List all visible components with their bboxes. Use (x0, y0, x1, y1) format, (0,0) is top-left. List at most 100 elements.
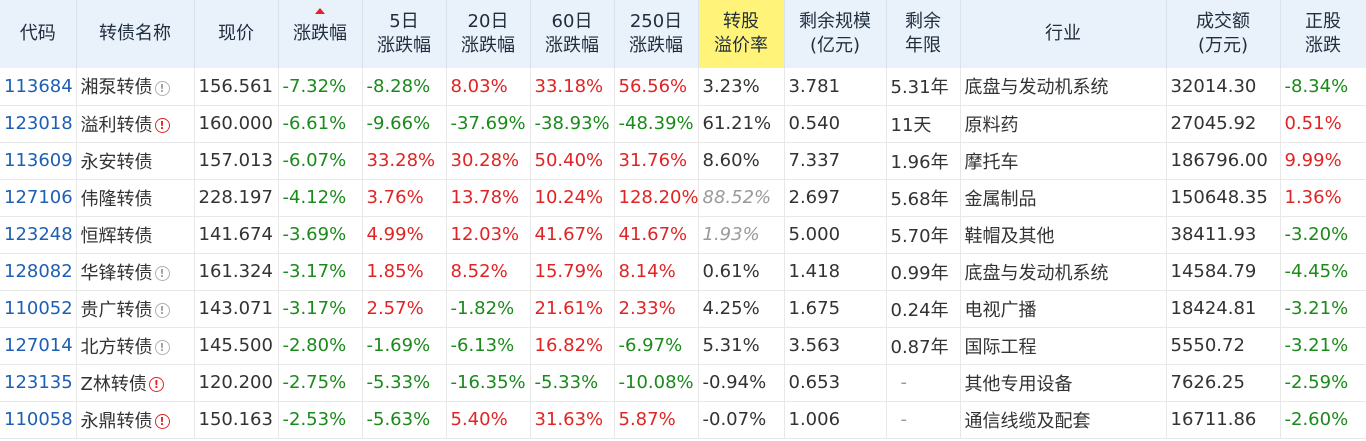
alert-icon[interactable]: ! (154, 118, 170, 133)
cell-code[interactable]: 110058 (0, 401, 77, 438)
table-row[interactable]: 110052 贵广转债! 143.071 -3.17% 2.57% -1.82% 21.61… (0, 290, 1366, 327)
cell-industry: 原料药 (960, 105, 1167, 142)
cell-code[interactable]: 113609 (0, 142, 77, 179)
info-icon[interactable]: ! (154, 266, 170, 281)
cell-code[interactable]: 110052 (0, 290, 77, 327)
cell-volume: 27045.92 (1166, 105, 1281, 142)
column-header-price[interactable]: 现价 (194, 0, 279, 68)
cell-name[interactable]: 永安转债 (76, 142, 195, 179)
info-icon[interactable]: ! (154, 340, 170, 355)
cell-name[interactable]: 北方转债! (76, 327, 195, 364)
cell-name-value: 溢利转债 (80, 114, 153, 136)
column-header-name[interactable]: 转债名称 (76, 0, 195, 68)
column-header-label: 涨跌幅 (629, 35, 683, 56)
cell-d60: 21.61% (530, 290, 615, 327)
info-icon[interactable]: ! (154, 303, 170, 318)
cell-d20-value: -1.82% (450, 298, 515, 319)
cell-scale-value: 1.418 (788, 261, 841, 282)
cell-d60-value: 41.67% (534, 224, 604, 245)
cell-stock-value: -2.60% (1284, 409, 1349, 430)
column-header-scale[interactable]: 剩余规模 (亿元) (784, 0, 887, 68)
cell-term: 0.24年 (886, 290, 961, 327)
cell-code[interactable]: 128082 (0, 253, 77, 290)
cell-d60: 33.18% (530, 68, 615, 105)
column-header-prem[interactable]: 转股 溢价率 (698, 0, 785, 68)
table-row[interactable]: 128082 华锋转债! 161.324 -3.17% 1.85% 8.52% 15.79%… (0, 253, 1366, 290)
cell-d60-value: -38.93% (534, 113, 610, 134)
column-header-d60[interactable]: 60日 涨跌幅 (530, 0, 615, 68)
cell-code[interactable]: 123248 (0, 216, 77, 253)
cell-d5: 1.85% (362, 253, 447, 290)
table-row[interactable]: 127014 北方转债! 145.500 -2.80% -1.69% -6.13% 16.8… (0, 327, 1366, 364)
cell-name[interactable]: Z林转债! (76, 364, 195, 401)
column-header-label: (亿元) (809, 35, 861, 56)
cell-industry-value: 通信线缆及配套 (964, 410, 1091, 432)
cell-name[interactable]: 永鼎转债! (76, 401, 195, 438)
cell-industry: 其他专用设备 (960, 364, 1167, 401)
cell-price: 157.013 (194, 142, 279, 179)
table-row[interactable]: 113609 永安转债 157.013 -6.07% 33.28% 30.28% 50.40… (0, 142, 1366, 179)
cell-industry-value: 摩托车 (964, 151, 1019, 173)
cell-chg: -2.80% (278, 327, 363, 364)
cell-price-value: 228.197 (198, 187, 273, 208)
cell-d250: 41.67% (614, 216, 699, 253)
cell-industry: 摩托车 (960, 142, 1167, 179)
cell-prem: -0.07% (698, 401, 785, 438)
cell-chg-value: -7.32% (282, 75, 347, 97)
cell-d60: 15.79% (530, 253, 615, 290)
cell-scale-value: 5.000 (788, 224, 841, 245)
cell-volume-value: 186796.00 (1170, 150, 1268, 171)
cell-prem: 1.93% (698, 216, 785, 253)
table-row[interactable]: 123248 恒辉转债 141.674 -3.69% 4.99% 12.03% 41.67%… (0, 216, 1366, 253)
cell-d20: 12.03% (446, 216, 531, 253)
cell-d250: 128.20% (614, 179, 699, 216)
cell-chg-value: -3.17% (282, 261, 347, 282)
cell-name[interactable]: 贵广转债! (76, 290, 195, 327)
cell-name[interactable]: 伟隆转债 (76, 179, 195, 216)
cell-name[interactable]: 溢利转债! (76, 105, 195, 142)
column-header-d250[interactable]: 250日 涨跌幅 (614, 0, 699, 68)
cell-stock-value: 9.99% (1284, 150, 1342, 171)
cell-code[interactable]: 127106 (0, 179, 77, 216)
cell-code[interactable]: 113684 (0, 68, 77, 105)
column-header-code[interactable]: 代码 (0, 0, 77, 68)
alert-icon[interactable]: ! (148, 377, 164, 392)
cell-d60: 31.63% (530, 401, 615, 438)
cell-stock-value: -3.21% (1284, 298, 1349, 319)
table-row[interactable]: 127106 伟隆转债 228.197 -4.12% 3.76% 13.78% 10.24%… (0, 179, 1366, 216)
cell-term-value: 11天 (890, 114, 932, 136)
cell-d250-value: 5.87% (618, 409, 676, 430)
cell-d5-value: -5.33% (366, 372, 431, 393)
column-header-volume[interactable]: 成交额 (万元) (1166, 0, 1281, 68)
cell-name-value: 永鼎转债 (80, 410, 153, 432)
table-row[interactable]: 123018 溢利转债! 160.000 -6.61% -9.66% -37.69% -38… (0, 105, 1366, 142)
info-icon[interactable]: ! (154, 80, 170, 96)
column-header-d5[interactable]: 5日 涨跌幅 (362, 0, 447, 68)
column-header-stock[interactable]: 正股 涨跌 (1280, 0, 1366, 68)
column-header-label: 涨跌 (1305, 35, 1341, 56)
cell-industry-value: 原料药 (964, 114, 1019, 136)
cell-industry-value: 其他专用设备 (964, 373, 1073, 395)
table-row[interactable]: 113684 湘泵转债! 156.561 -7.32% -8.28% 8.03% 33.18… (0, 68, 1366, 105)
alert-icon[interactable]: ! (154, 414, 170, 429)
cell-name[interactable]: 华锋转债! (76, 253, 195, 290)
cell-code[interactable]: 127014 (0, 327, 77, 364)
cell-code[interactable]: 123135 (0, 364, 77, 401)
column-header-chg[interactable]: 涨跌幅 (278, 0, 363, 68)
column-header-industry[interactable]: 行业 (960, 0, 1167, 68)
sort-desc-icon[interactable] (315, 8, 325, 14)
cell-code[interactable]: 123018 (0, 105, 77, 142)
cell-d20: 13.78% (446, 179, 531, 216)
cell-code-value: 113609 (4, 150, 73, 171)
table-row[interactable]: 123135 Z林转债! 120.200 -2.75% -5.33% -16.35% -5.… (0, 364, 1366, 401)
cell-industry-value: 金属制品 (964, 188, 1037, 210)
column-header-term[interactable]: 剩余 年限 (886, 0, 961, 68)
cell-d5-value: 4.99% (366, 224, 424, 245)
cell-name[interactable]: 湘泵转债! (76, 68, 195, 105)
cell-chg-value: -2.75% (282, 372, 347, 393)
table-row[interactable]: 110058 永鼎转债! 150.163 -2.53% -5.63% 5.40% 31.63… (0, 401, 1366, 438)
column-header-d20[interactable]: 20日 涨跌幅 (446, 0, 531, 68)
cell-d5-value: -9.66% (366, 113, 431, 134)
cell-scale-value: 2.697 (788, 187, 841, 208)
cell-name[interactable]: 恒辉转债 (76, 216, 195, 253)
